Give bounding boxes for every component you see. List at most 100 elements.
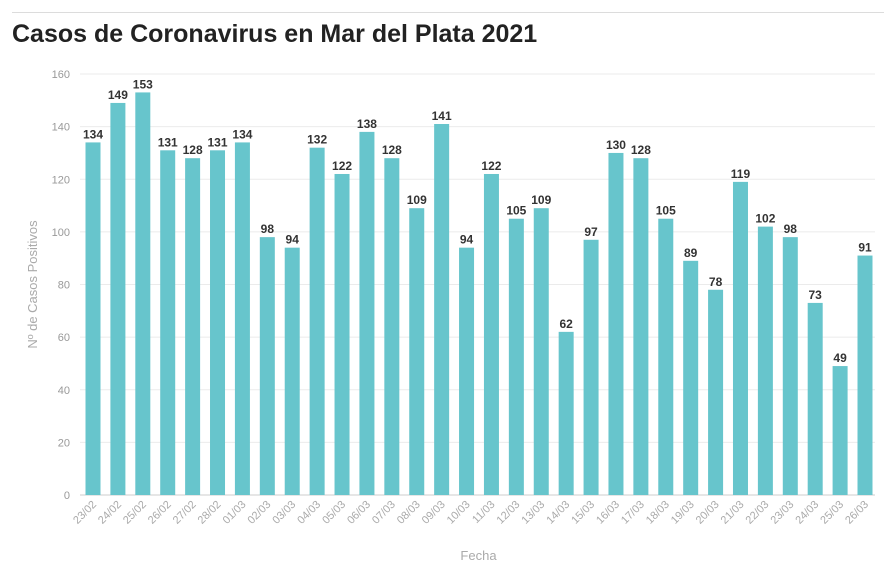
bar xyxy=(384,158,400,495)
data-label: 141 xyxy=(432,109,452,123)
y-tick-label: 60 xyxy=(58,332,70,344)
bar xyxy=(135,92,151,495)
bar xyxy=(583,239,599,495)
x-tick-label: 02/03 xyxy=(245,499,273,527)
data-label: 132 xyxy=(307,133,327,147)
bars xyxy=(85,92,873,496)
y-tick-label: 80 xyxy=(58,280,70,292)
bar xyxy=(683,260,699,495)
x-tick-label: 05/03 xyxy=(320,499,348,527)
x-tick-label: 06/03 xyxy=(345,499,373,527)
chart-title: Casos de Coronavirus en Mar del Plata 20… xyxy=(12,20,538,48)
data-label: 91 xyxy=(858,241,872,255)
x-tick-label: 16/03 xyxy=(594,499,622,527)
x-tick-label: 03/03 xyxy=(270,499,298,527)
x-tick-label: 24/03 xyxy=(793,499,821,527)
x-tick-label: 13/03 xyxy=(519,499,547,527)
y-axis-ticks: 0 20 40 60 80 100 120 140 160 xyxy=(52,69,70,502)
bar xyxy=(708,289,724,495)
data-label: 109 xyxy=(531,193,551,207)
bar xyxy=(558,331,574,495)
data-label: 105 xyxy=(656,204,676,218)
bar xyxy=(359,131,375,495)
data-label: 122 xyxy=(481,159,501,173)
x-tick-label: 09/03 xyxy=(420,499,448,527)
bar xyxy=(757,226,773,496)
y-tick-label: 20 xyxy=(58,437,70,449)
x-tick-label: 14/03 xyxy=(544,499,572,527)
x-tick-label: 26/03 xyxy=(843,499,871,527)
data-label: 138 xyxy=(357,117,377,131)
x-tick-label: 25/03 xyxy=(818,499,846,527)
data-label: 131 xyxy=(158,135,178,149)
bar xyxy=(807,302,823,495)
data-label: 122 xyxy=(332,159,352,173)
x-tick-label: 17/03 xyxy=(619,499,647,527)
bar xyxy=(459,247,475,495)
bar xyxy=(732,181,748,495)
data-label: 102 xyxy=(755,212,775,226)
bar xyxy=(160,150,176,495)
x-tick-label: 08/03 xyxy=(395,499,423,527)
y-tick-label: 40 xyxy=(58,385,70,397)
bar xyxy=(633,158,649,495)
x-tick-label: 22/03 xyxy=(744,499,772,527)
data-labels: 134 149 153 131 128 131 134 98 94 132 122 138 128 109… xyxy=(83,77,872,365)
data-label: 109 xyxy=(407,193,427,207)
data-label: 97 xyxy=(584,225,598,239)
bar xyxy=(234,142,250,495)
data-label: 134 xyxy=(83,127,103,141)
y-axis-title: Nº de Casos Positivos xyxy=(25,220,40,349)
bar xyxy=(85,142,101,495)
x-tick-label: 18/03 xyxy=(644,499,672,527)
y-tick-label: 160 xyxy=(52,69,70,81)
data-label: 134 xyxy=(232,127,252,141)
bar xyxy=(259,237,275,495)
x-axis-title: Fecha xyxy=(460,548,497,563)
bar xyxy=(658,218,674,495)
x-tick-label: 07/03 xyxy=(370,499,398,527)
bar xyxy=(185,158,201,495)
y-tick-label: 100 xyxy=(52,227,70,239)
bar xyxy=(409,208,425,495)
x-tick-label: 27/02 xyxy=(171,499,199,527)
data-label: 94 xyxy=(460,233,474,247)
data-label: 119 xyxy=(731,167,751,181)
data-label: 130 xyxy=(606,138,626,152)
x-tick-label: 24/02 xyxy=(96,499,124,527)
data-label: 128 xyxy=(382,143,402,157)
bar xyxy=(334,173,350,496)
bar xyxy=(210,150,226,495)
bar xyxy=(309,147,325,496)
data-label: 153 xyxy=(133,77,153,91)
data-label: 128 xyxy=(631,143,651,157)
x-tick-label: 28/02 xyxy=(196,499,224,527)
y-tick-label: 140 xyxy=(52,122,70,134)
bar xyxy=(508,218,524,495)
bar xyxy=(434,123,450,496)
data-label: 78 xyxy=(709,275,723,289)
data-label: 128 xyxy=(183,143,203,157)
bar xyxy=(782,237,798,495)
data-label: 98 xyxy=(261,222,275,236)
data-label: 131 xyxy=(208,135,228,149)
bar xyxy=(533,208,549,495)
y-tick-label: 0 xyxy=(64,490,70,502)
data-label: 73 xyxy=(809,288,823,302)
x-tick-label: 11/03 xyxy=(470,499,497,526)
y-tick-label: 120 xyxy=(52,174,70,186)
data-label: 89 xyxy=(684,246,698,260)
x-tick-label: 19/03 xyxy=(669,499,697,527)
x-tick-label: 23/03 xyxy=(768,499,796,527)
x-tick-label: 12/03 xyxy=(495,499,523,527)
x-tick-label: 25/02 xyxy=(121,499,149,527)
top-divider xyxy=(12,12,884,13)
bar xyxy=(832,366,848,495)
data-label: 149 xyxy=(108,88,128,102)
x-tick-label: 01/03 xyxy=(221,499,249,527)
x-tick-label: 10/03 xyxy=(445,499,473,527)
data-label: 94 xyxy=(286,233,300,247)
data-label: 49 xyxy=(833,351,847,365)
bar xyxy=(608,152,624,495)
bar xyxy=(110,102,126,495)
